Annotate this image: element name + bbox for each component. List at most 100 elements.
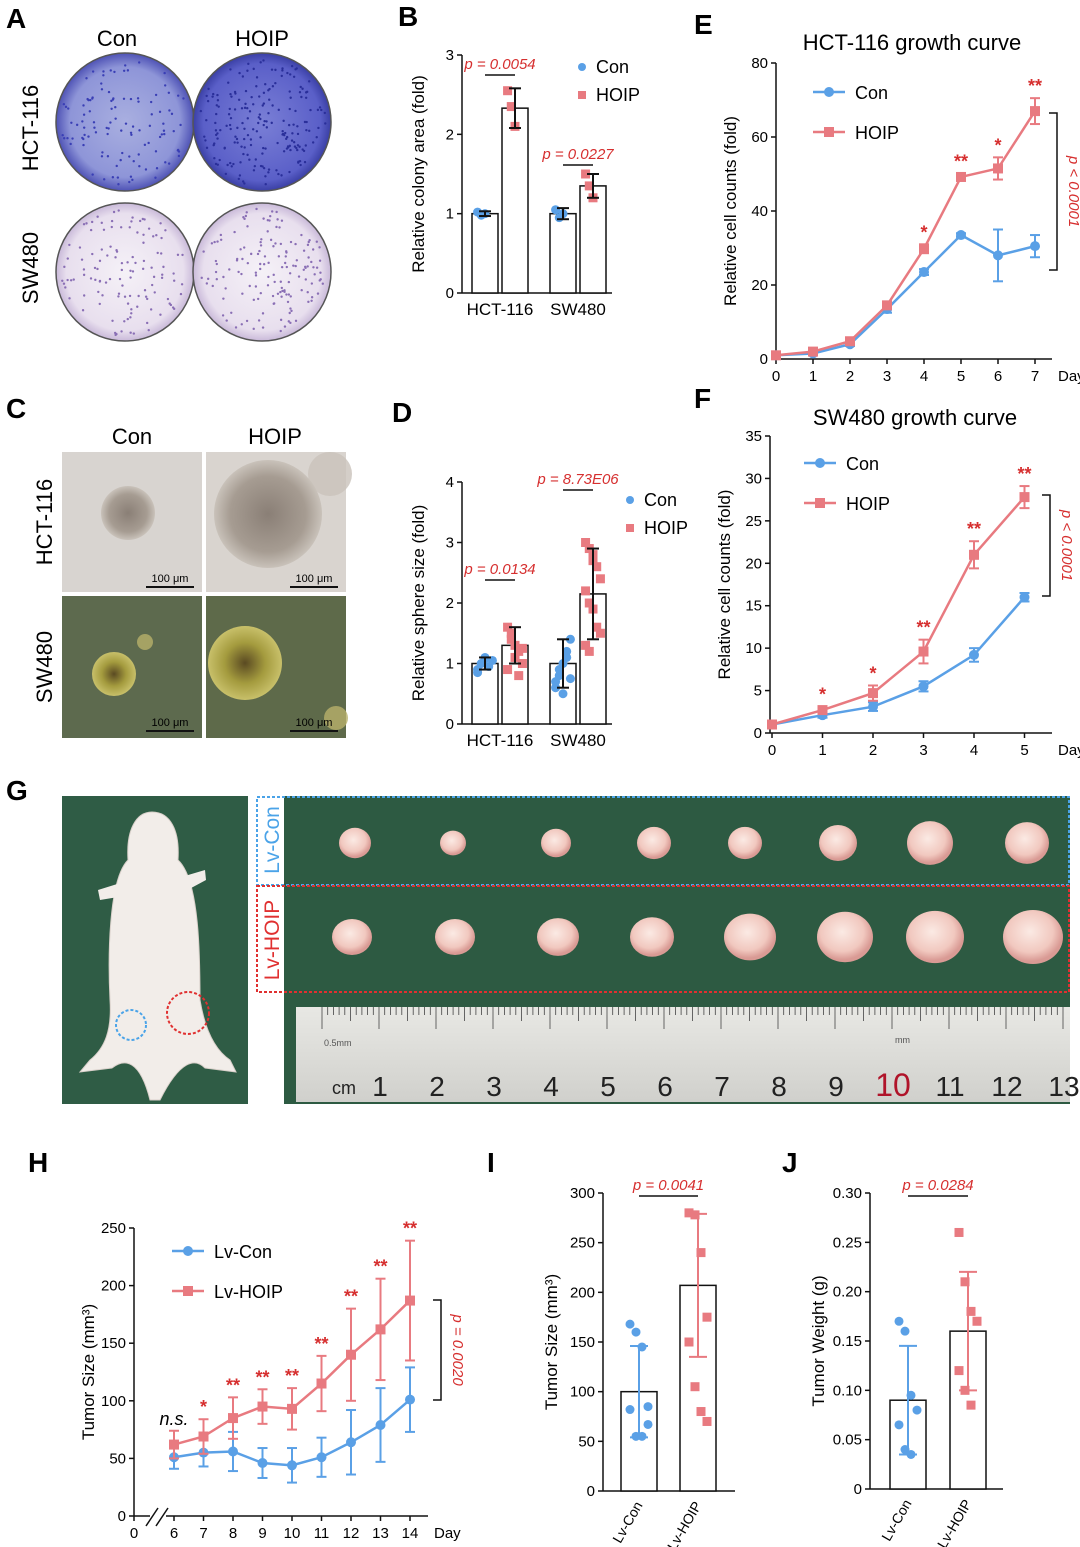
legend-label-con: Con xyxy=(596,57,629,77)
colony-dot xyxy=(64,105,68,109)
colony-dot xyxy=(234,326,238,329)
colony-dot xyxy=(252,298,256,302)
colony-dot xyxy=(248,158,251,161)
colony-dot xyxy=(143,218,146,221)
colony-dot xyxy=(71,137,74,140)
colony-dot xyxy=(130,308,133,311)
panel-I-y-tick-label: 300 xyxy=(570,1185,595,1202)
colony-dot xyxy=(241,257,244,261)
colony-dot xyxy=(320,108,323,112)
panel-H-y-tick-label: 0 xyxy=(118,1508,126,1525)
significance-star: ** xyxy=(226,1375,240,1395)
data-point xyxy=(882,300,892,311)
legend-marker-hoip xyxy=(626,524,634,532)
colony-dot xyxy=(308,80,311,83)
colony-dot xyxy=(143,289,147,292)
colony-dot xyxy=(114,106,117,109)
colony-dot xyxy=(164,84,167,87)
colony-dot xyxy=(78,246,82,249)
panel-D-y-tick-label: 2 xyxy=(446,595,454,612)
colony-dot xyxy=(149,308,153,311)
colony-dot xyxy=(128,180,131,184)
colony-dot xyxy=(62,103,66,106)
panel-label-a: A xyxy=(6,3,26,34)
colony-dot xyxy=(311,248,315,251)
colony-dot xyxy=(217,105,220,108)
legend-marker-con xyxy=(626,496,634,504)
p-value: p < 0.0001 xyxy=(1065,155,1080,227)
colony-dot xyxy=(154,176,157,179)
scale-label: 100 μm xyxy=(296,573,333,585)
colony-dot xyxy=(296,144,300,147)
colony-dot xyxy=(304,278,308,281)
legend-label-con: Con xyxy=(644,490,677,510)
colony-dot xyxy=(66,137,69,140)
panel-a: A Con HOIP HCT-116 SW480 xyxy=(6,3,332,342)
colony-dot xyxy=(161,273,164,276)
colony-dot xyxy=(296,132,300,136)
colony-dot xyxy=(279,280,283,283)
colony-dot xyxy=(302,268,305,271)
chart-title: HCT-116 growth curve xyxy=(803,30,1021,55)
data-point xyxy=(228,1446,238,1457)
colony-dot xyxy=(131,270,135,273)
colony-dot xyxy=(117,295,120,298)
tumor-hoip xyxy=(332,919,372,955)
colony-dot xyxy=(94,131,98,134)
x-tick-label: SW480 xyxy=(550,300,606,319)
series-line xyxy=(775,110,1037,357)
colony-dot xyxy=(138,61,141,64)
colony-dot xyxy=(96,215,99,218)
colony-dot xyxy=(300,95,303,99)
panel-D-y-tick-label: 1 xyxy=(446,656,454,673)
colony-dot xyxy=(284,131,287,135)
colony-dot xyxy=(271,104,274,107)
data-point xyxy=(808,346,818,357)
panel-label-d: D xyxy=(392,397,412,428)
data-point xyxy=(506,628,516,638)
colony-dot xyxy=(279,329,282,333)
colony-dot xyxy=(130,133,133,137)
colony-dot xyxy=(96,267,99,271)
colony-dot xyxy=(147,328,150,332)
colony-dot xyxy=(274,68,277,72)
colony-dot xyxy=(216,163,219,166)
x-tick-label: Lv-Con xyxy=(609,1499,645,1546)
colony-dot xyxy=(248,284,251,288)
colony-dot xyxy=(214,129,218,132)
colony-dot xyxy=(290,64,294,68)
colony-dot xyxy=(101,151,104,154)
ruler-number: 1 xyxy=(372,1071,388,1102)
colony-dot xyxy=(263,119,266,123)
colony-dot xyxy=(241,75,245,78)
colony-dot xyxy=(247,62,250,66)
colony-dot xyxy=(303,120,307,124)
colony-dot xyxy=(255,85,258,88)
panel-B-y-tick-label: 0 xyxy=(446,285,454,302)
ruler-numbers: 1 2 3 4 5 6 7 8 9 10 11 12 13 xyxy=(372,1067,1079,1103)
colony-dot xyxy=(308,129,311,133)
significance-star: ** xyxy=(373,1257,387,1277)
colony-dot xyxy=(142,259,146,263)
colony-dot xyxy=(237,177,241,181)
chart-title: SW480 growth curve xyxy=(813,405,1017,430)
colony-dot xyxy=(267,171,270,174)
legend-marker-con xyxy=(578,63,586,71)
x-tick-label: 14 xyxy=(402,1525,419,1542)
colony-dot xyxy=(211,284,214,288)
colony-dot xyxy=(160,276,164,280)
panel-J-y-tick-label: 0.05 xyxy=(833,1432,862,1449)
panel-label-e: E xyxy=(694,9,713,40)
colony-dot xyxy=(172,307,176,311)
colony-dot xyxy=(129,269,132,272)
panel-a-col-con: Con xyxy=(97,26,137,51)
colony-dot xyxy=(276,141,279,145)
colony-dot xyxy=(212,143,215,147)
panel-label-i: I xyxy=(487,1147,495,1178)
colony-dot xyxy=(300,288,303,292)
colony-dot xyxy=(276,218,279,221)
colony-dot xyxy=(269,214,272,218)
x-tick-label: 8 xyxy=(229,1525,237,1542)
colony-dot xyxy=(229,92,232,96)
colony-dot xyxy=(279,290,282,294)
